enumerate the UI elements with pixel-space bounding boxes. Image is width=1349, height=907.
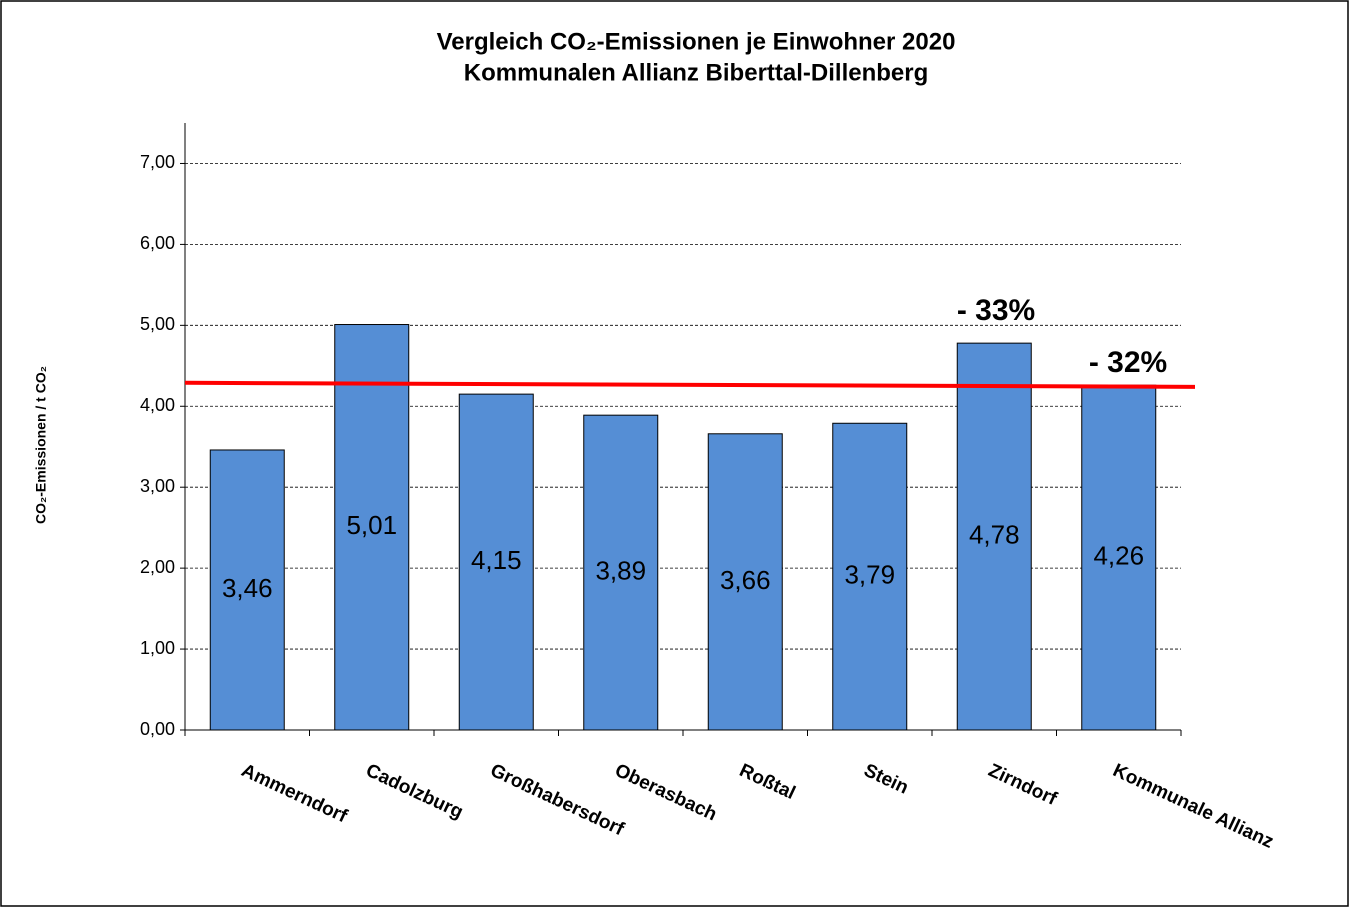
bar <box>209 449 285 731</box>
annotation: - 32% <box>1089 346 1167 379</box>
bar <box>458 393 534 731</box>
bar <box>707 433 783 731</box>
value-label: 3,66 <box>720 565 771 595</box>
value-label: 4,78 <box>969 519 1020 549</box>
value-label: 3,46 <box>222 573 273 603</box>
value-label: 3,79 <box>844 560 895 590</box>
chart-title: Vergleich CO₂-Emissionen je Einwohner 20… <box>437 28 956 55</box>
chart-subtitle: Kommunalen Allianz Biberttal-Dillenberg <box>464 59 929 86</box>
value-label: 4,26 <box>1093 540 1144 570</box>
y-tick-label: 1,00 <box>140 638 175 658</box>
value-label: 5,01 <box>346 510 397 540</box>
bar <box>334 324 410 731</box>
y-tick-label: 4,00 <box>140 395 175 415</box>
value-label: 4,15 <box>471 545 522 575</box>
y-tick-label: 7,00 <box>140 152 175 172</box>
bar <box>956 342 1032 731</box>
y-tick-label: 2,00 <box>140 557 175 577</box>
bar <box>1081 384 1157 731</box>
y-axis-label: CO₂-Emissionen / t CO₂ <box>33 366 49 524</box>
y-tick-label: 3,00 <box>140 476 175 496</box>
y-tick-label: 5,00 <box>140 314 175 334</box>
bar <box>832 422 908 731</box>
annotation: - 33% <box>957 294 1035 327</box>
value-label: 3,89 <box>595 555 646 585</box>
bar <box>583 414 659 731</box>
y-tick-label: 0,00 <box>140 719 175 739</box>
y-tick-label: 6,00 <box>140 233 175 253</box>
reference-line <box>184 380 1196 389</box>
